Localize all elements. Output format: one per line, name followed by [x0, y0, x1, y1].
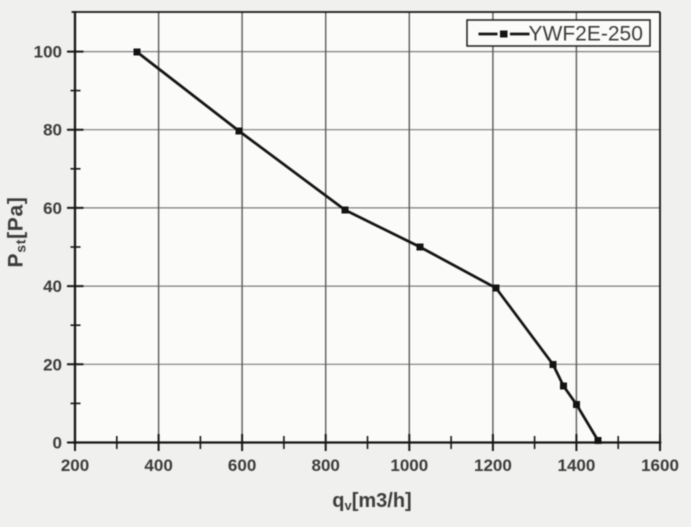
svg-text:Pst[Pa]: Pst[Pa]	[5, 196, 29, 267]
svg-text:1600: 1600	[641, 456, 679, 475]
svg-text:800: 800	[312, 456, 340, 475]
svg-text:80: 80	[43, 121, 62, 140]
svg-text:YWF2E-250: YWF2E-250	[529, 23, 643, 46]
svg-text:qv[m3/h]: qv[m3/h]	[332, 490, 411, 513]
svg-text:400: 400	[144, 456, 172, 475]
svg-text:200: 200	[61, 456, 89, 475]
svg-text:100: 100	[34, 43, 62, 62]
svg-text:600: 600	[228, 456, 256, 475]
svg-text:1200: 1200	[474, 456, 512, 475]
svg-text:0: 0	[53, 434, 62, 453]
svg-text:20: 20	[43, 355, 62, 374]
svg-text:1000: 1000	[390, 456, 428, 475]
svg-text:40: 40	[43, 277, 62, 296]
svg-text:60: 60	[43, 199, 62, 218]
svg-text:1400: 1400	[557, 456, 595, 475]
